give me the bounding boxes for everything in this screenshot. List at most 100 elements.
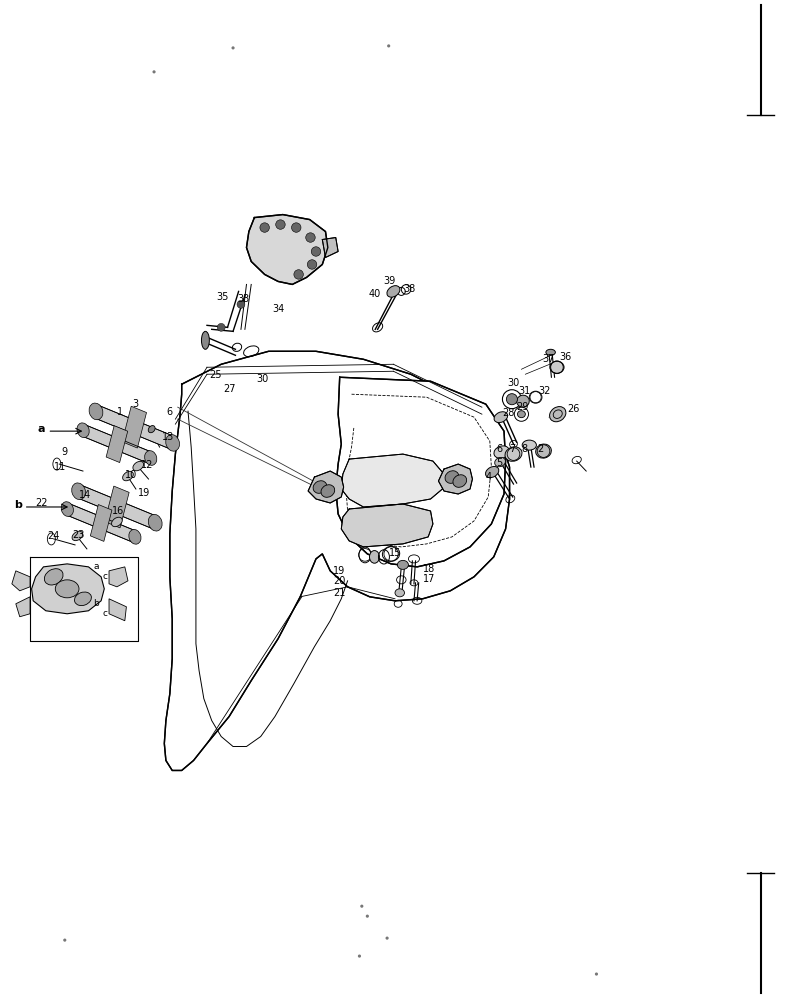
Polygon shape (16, 597, 30, 617)
Text: 37: 37 (542, 354, 555, 364)
Circle shape (595, 972, 598, 976)
Text: 21: 21 (333, 588, 346, 598)
Circle shape (63, 938, 66, 942)
Ellipse shape (313, 481, 327, 493)
Ellipse shape (387, 285, 400, 297)
Text: 4: 4 (486, 472, 492, 482)
Ellipse shape (89, 403, 103, 420)
Circle shape (358, 954, 361, 958)
Text: 34: 34 (273, 304, 285, 314)
Text: 19: 19 (138, 488, 151, 498)
Ellipse shape (201, 331, 209, 349)
Text: 27: 27 (223, 384, 235, 394)
Text: 2: 2 (537, 444, 544, 454)
Text: 39: 39 (383, 276, 396, 286)
Text: a: a (38, 424, 45, 434)
Circle shape (152, 70, 156, 74)
Polygon shape (109, 599, 126, 621)
Text: 40: 40 (368, 289, 381, 299)
Text: 19: 19 (333, 566, 346, 576)
Circle shape (237, 300, 245, 308)
Circle shape (231, 46, 235, 50)
Text: 13: 13 (162, 432, 175, 442)
Polygon shape (122, 406, 146, 448)
Ellipse shape (72, 483, 85, 500)
Ellipse shape (44, 569, 63, 585)
Circle shape (386, 936, 389, 940)
Circle shape (311, 247, 321, 256)
Text: 11: 11 (54, 462, 66, 472)
Ellipse shape (517, 395, 529, 407)
Text: c: c (103, 572, 107, 582)
Ellipse shape (522, 440, 536, 450)
Polygon shape (105, 486, 129, 528)
Circle shape (276, 220, 285, 230)
Ellipse shape (546, 349, 555, 355)
Circle shape (506, 393, 517, 405)
Ellipse shape (505, 447, 522, 461)
Ellipse shape (321, 485, 335, 497)
Text: 1: 1 (117, 407, 123, 417)
Text: 7: 7 (509, 444, 515, 454)
Ellipse shape (72, 531, 83, 541)
Text: 30: 30 (507, 378, 520, 388)
Polygon shape (164, 351, 510, 770)
Ellipse shape (494, 446, 510, 458)
Circle shape (307, 259, 317, 269)
Text: 17: 17 (423, 574, 435, 584)
Text: 12: 12 (141, 460, 153, 470)
Ellipse shape (122, 471, 134, 481)
Circle shape (306, 233, 315, 243)
Polygon shape (336, 377, 506, 567)
Polygon shape (66, 503, 137, 543)
Text: 8: 8 (521, 444, 528, 454)
Text: 31: 31 (518, 386, 531, 396)
Ellipse shape (129, 530, 141, 544)
Text: 38: 38 (403, 284, 416, 294)
Polygon shape (94, 405, 175, 449)
Text: c: c (103, 609, 107, 619)
Ellipse shape (149, 425, 155, 433)
Text: 10: 10 (125, 470, 137, 480)
Text: 29: 29 (517, 402, 529, 412)
Circle shape (387, 44, 390, 48)
Ellipse shape (149, 514, 162, 531)
Polygon shape (90, 505, 112, 541)
Ellipse shape (166, 434, 179, 451)
Ellipse shape (133, 461, 144, 471)
Ellipse shape (395, 589, 404, 597)
Ellipse shape (370, 551, 379, 563)
Polygon shape (341, 454, 444, 507)
Ellipse shape (495, 457, 506, 467)
Ellipse shape (550, 406, 566, 422)
Ellipse shape (445, 471, 459, 483)
Text: 6: 6 (496, 444, 502, 454)
Ellipse shape (77, 423, 89, 437)
Ellipse shape (397, 561, 408, 569)
Text: 6: 6 (166, 407, 172, 417)
Ellipse shape (61, 502, 73, 516)
Text: 30: 30 (257, 374, 269, 384)
Ellipse shape (486, 466, 498, 478)
Ellipse shape (453, 475, 467, 487)
Polygon shape (81, 424, 152, 464)
Text: a: a (93, 562, 99, 572)
Circle shape (260, 223, 269, 233)
Text: 14: 14 (79, 490, 92, 500)
Text: b: b (93, 599, 99, 609)
Text: 18: 18 (423, 564, 435, 574)
Ellipse shape (74, 592, 92, 606)
Polygon shape (246, 215, 328, 284)
Text: 20: 20 (333, 576, 346, 586)
Polygon shape (322, 238, 338, 257)
Text: 33: 33 (237, 294, 250, 304)
Polygon shape (308, 471, 344, 503)
Text: b: b (14, 500, 22, 510)
Circle shape (294, 269, 303, 279)
Text: 22: 22 (36, 498, 48, 508)
Text: 3: 3 (133, 399, 139, 409)
Text: 28: 28 (502, 408, 515, 418)
Ellipse shape (494, 412, 508, 422)
Ellipse shape (536, 444, 551, 458)
Text: 23: 23 (73, 530, 85, 540)
